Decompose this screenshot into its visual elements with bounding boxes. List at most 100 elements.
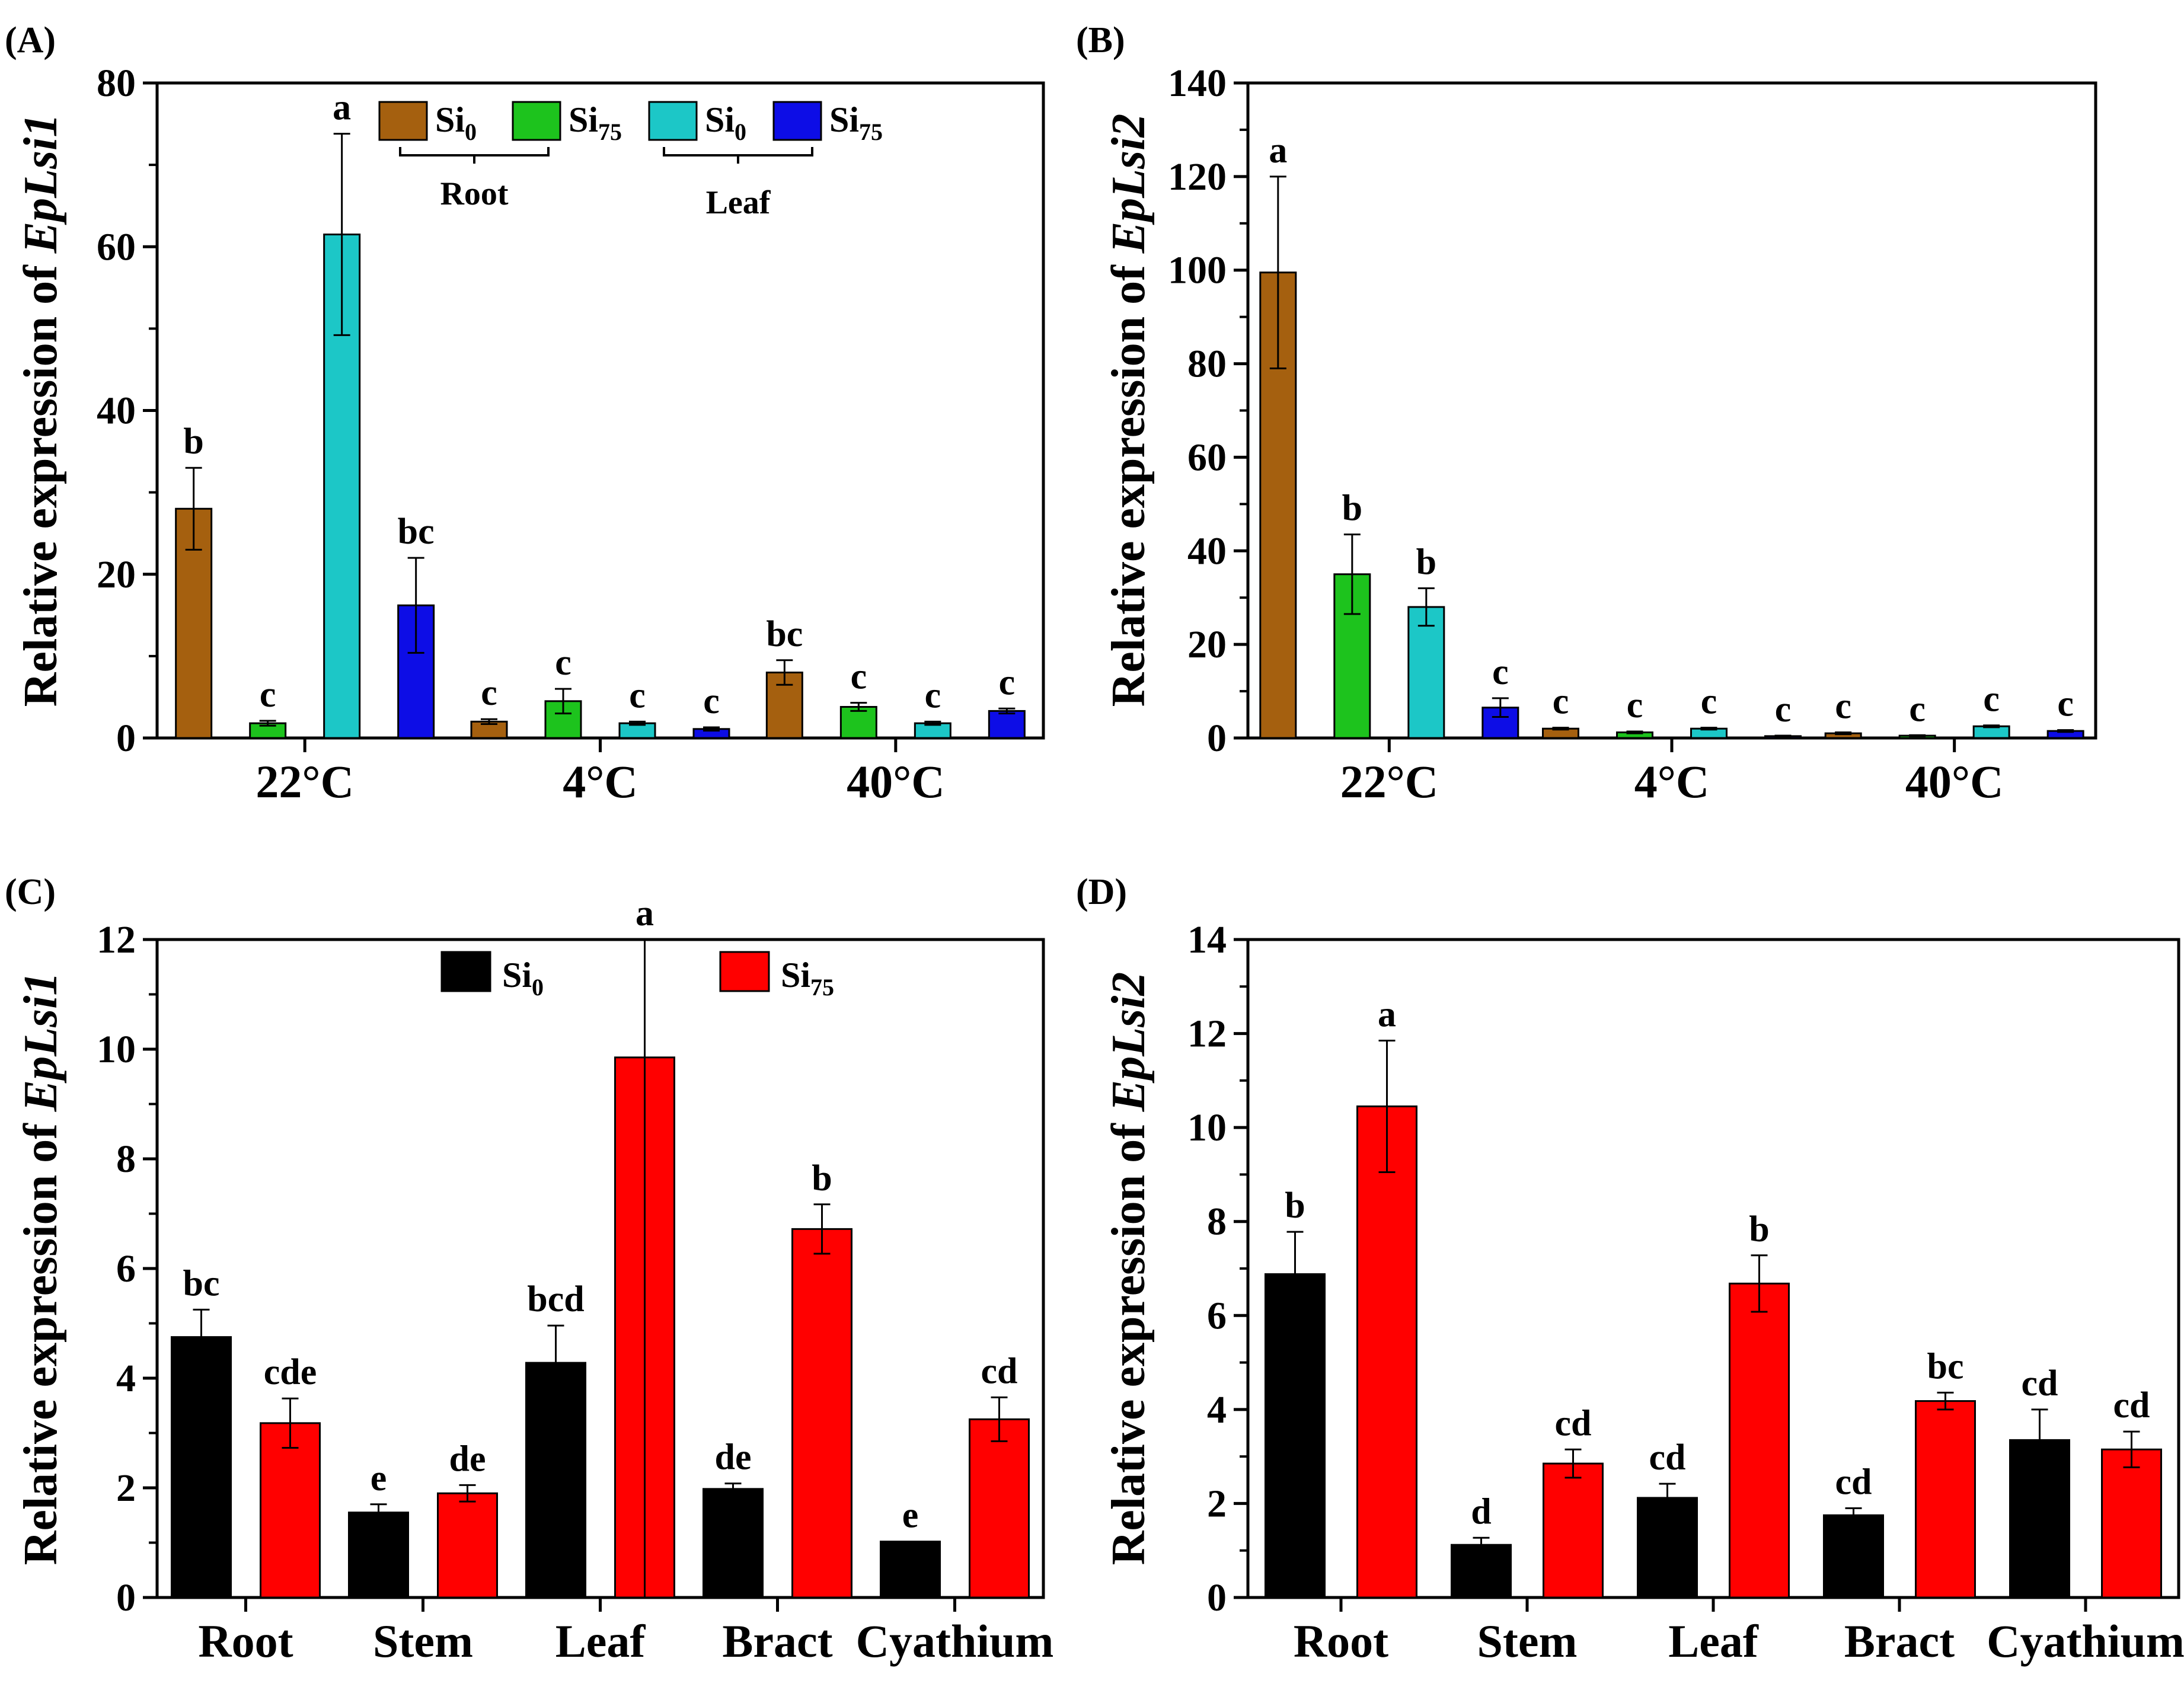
legend-swatch	[648, 101, 698, 141]
y-tick-label: 100	[1168, 249, 1227, 292]
significance-letter: cde	[264, 1352, 317, 1392]
significance-letter: a	[1378, 994, 1396, 1034]
significance-letter: c	[1909, 689, 1926, 729]
legend-group-bracket	[663, 147, 813, 164]
significance-letter: b	[1342, 488, 1362, 529]
legend-group-bracket	[399, 147, 550, 164]
significance-letter: c	[555, 643, 571, 683]
y-tick-label: 12	[1187, 1012, 1227, 1056]
legend-label-base: Si	[435, 100, 465, 139]
y-tick-label: 10	[1187, 1106, 1227, 1149]
y-tick-label: 0	[1207, 717, 1227, 760]
x-category-label: Leaf	[555, 1615, 646, 1667]
significance-letter: c	[999, 662, 1016, 702]
bar	[1356, 1105, 1417, 1599]
legend-label: Si0	[502, 956, 544, 1001]
significance-letter: c	[925, 675, 941, 715]
significance-letter: c	[703, 681, 720, 721]
significance-letter: a	[636, 893, 654, 934]
significance-letter: bc	[183, 1263, 220, 1303]
significance-letter: cd	[2022, 1363, 2058, 1404]
y-tick-label: 2	[1207, 1482, 1227, 1525]
bar	[348, 1512, 409, 1599]
bar	[1729, 1282, 1790, 1599]
legend-label-base: Si	[569, 100, 598, 139]
y-axis-title-gene: EpLsi1	[15, 972, 67, 1113]
bar	[1915, 1400, 1976, 1599]
significance-letter: bc	[766, 614, 803, 654]
y-tick-label: 40	[1187, 529, 1227, 573]
legend-label-base: Si	[781, 956, 810, 995]
y-axis-title-gene: EpLsi1	[15, 114, 67, 254]
bar	[988, 710, 1026, 739]
legend-label: Si0	[435, 100, 477, 145]
bar	[791, 1228, 852, 1599]
significance-letter: de	[449, 1439, 486, 1479]
x-category-label: 40°C	[847, 756, 945, 807]
bar	[1823, 1514, 1884, 1599]
bar	[880, 1541, 941, 1599]
significance-letter: e	[371, 1458, 387, 1499]
significance-letter: b	[183, 421, 203, 462]
chart-panel-a: (A) 0 20 40 60 80 Relative expression of EpLsi…	[5, 20, 1045, 807]
legend-swatch	[378, 101, 428, 141]
significance-letter: de	[715, 1437, 752, 1478]
legend-swatch	[772, 101, 822, 141]
legend-label: Si0	[705, 100, 746, 145]
significance-letter: c	[1701, 682, 1717, 722]
y-tick-label: 140	[1168, 62, 1227, 105]
y-tick-label: 6	[116, 1247, 136, 1290]
significance-letter: cd	[1835, 1462, 1872, 1502]
y-tick-label: 0	[116, 717, 136, 760]
significance-letter: cd	[1555, 1403, 1592, 1443]
x-category-label: 4°C	[563, 756, 638, 807]
significance-letter: a	[333, 88, 351, 128]
y-axis-title: Relative expression of EpLsi2	[1103, 114, 1155, 707]
y-axis-title-prefix: Relative expression of	[1103, 1111, 1155, 1565]
y-axis-title-gene: EpLsi2	[1103, 114, 1155, 254]
bar	[703, 1488, 764, 1599]
bar	[1265, 1273, 1326, 1599]
x-category-label: 22°C	[256, 756, 354, 807]
significance-letter: e	[902, 1496, 919, 1536]
y-tick-label: 6	[1207, 1294, 1227, 1337]
legend-label: Si75	[569, 100, 622, 145]
significance-letter: cd	[1649, 1437, 1686, 1478]
bar	[260, 1422, 321, 1599]
legend-swatch	[440, 951, 491, 992]
significance-letter: c	[629, 675, 646, 715]
x-category-label: Cyathium	[856, 1615, 1054, 1667]
y-axis-title: Relative expression of EpLsi1	[15, 972, 67, 1565]
y-tick-label: 60	[1187, 436, 1227, 479]
significance-letter: cd	[981, 1351, 1018, 1391]
significance-letter: bc	[398, 512, 435, 552]
significance-letter: c	[1627, 685, 1643, 726]
significance-letter: b	[812, 1158, 832, 1199]
y-tick-label: 12	[97, 918, 136, 961]
legend-label-subscript: 0	[465, 119, 477, 145]
y-tick-label: 4	[1207, 1388, 1227, 1432]
panel-label: (C)	[5, 872, 56, 912]
significance-letter: bc	[1927, 1346, 1964, 1386]
legend-label-base: Si	[502, 956, 532, 995]
bar	[2101, 1448, 2162, 1599]
legend-label-subscript: 0	[532, 974, 544, 1001]
y-tick-label: 20	[97, 553, 136, 596]
x-category-label: Stem	[1477, 1615, 1578, 1667]
y-axis-title-prefix: Relative expression of	[15, 253, 67, 707]
significance-letter: c	[1492, 652, 1509, 692]
significance-letter: c	[1835, 686, 1851, 727]
x-category-label: Stem	[373, 1615, 473, 1667]
legend-label-subscript: 75	[598, 119, 622, 145]
legend-label-subscript: 75	[859, 119, 883, 145]
significance-letter: c	[1983, 679, 2000, 720]
y-tick-label: 80	[97, 62, 136, 105]
bar	[1543, 1462, 1604, 1599]
significance-letter: b	[1749, 1209, 1769, 1250]
legend-group-label: Leaf	[706, 184, 771, 221]
significance-letter: c	[2057, 684, 2074, 724]
x-category-label: Bract	[722, 1615, 832, 1667]
